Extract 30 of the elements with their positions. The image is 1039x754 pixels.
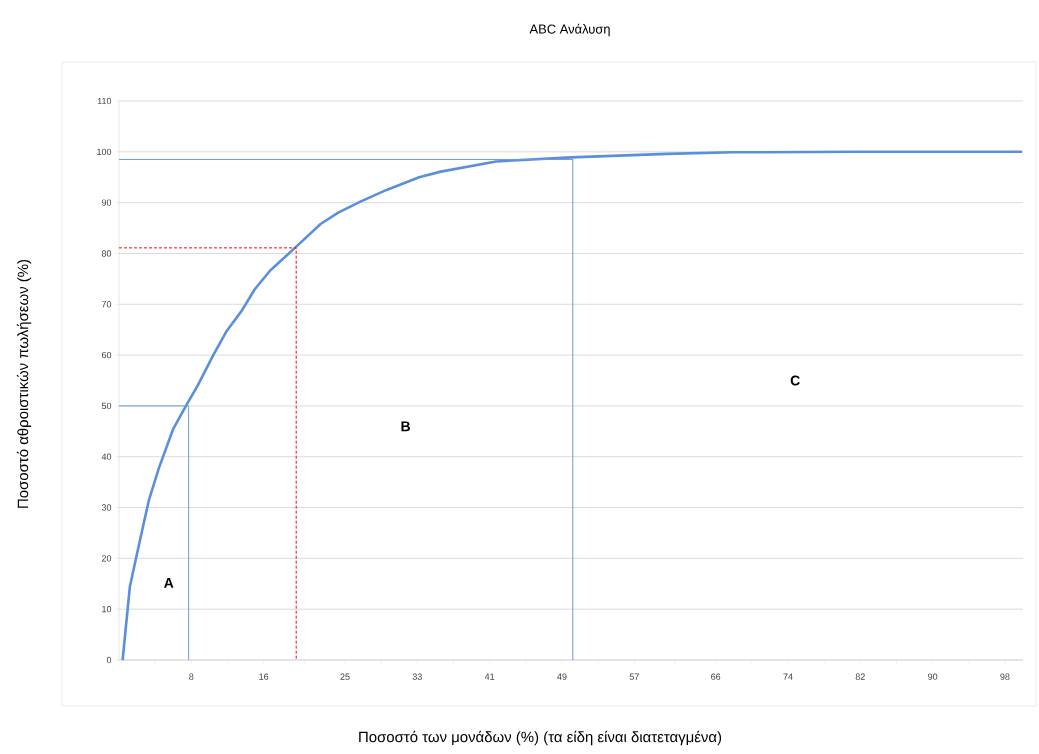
y-tick-label: 70 (101, 301, 112, 308)
y-tick-label: 110 (97, 97, 112, 105)
y-tick-label: 60 (101, 351, 112, 359)
annotation: B (401, 421, 410, 432)
y-tick-label: 50 (101, 402, 112, 410)
x-tick-label: 8 (189, 673, 194, 680)
y-tick-label: 30 (101, 504, 112, 511)
x-tick-label: 33 (412, 673, 422, 680)
x-tick-label: 90 (928, 673, 938, 680)
y-axis-title: Ποσοστό αθροιστικών πωλήσεων (%) (16, 259, 32, 508)
y-tick-label: 20 (101, 555, 112, 562)
annotation: A (164, 578, 174, 588)
x-tick-label: 41 (484, 673, 495, 680)
y-tick-label: 10 (102, 606, 112, 613)
x-tick-label: 74 (783, 673, 793, 680)
x-tick-label: 82 (855, 673, 865, 680)
x-tick-label: 49 (557, 673, 567, 680)
x-tick-label: 25 (340, 673, 350, 680)
y-tick-label: 40 (101, 453, 112, 460)
x-tick-label: 98 (1000, 673, 1010, 680)
y-tick-label: 90 (101, 199, 112, 206)
y-tick-label: 80 (101, 250, 112, 257)
annotation: C (790, 375, 800, 386)
x-tick-label: 16 (259, 673, 269, 680)
y-tick-label: 0 (106, 656, 112, 664)
chart-title: ABC Ανάλυση (529, 23, 610, 37)
x-axis-title: Ποσοστό των μονάδων (%) (τα είδη είναι διατεταγμένα) (359, 730, 722, 746)
x-tick-label: 66 (711, 673, 721, 680)
y-tick-label: 100 (97, 148, 112, 155)
x-tick-label: 57 (629, 673, 639, 680)
